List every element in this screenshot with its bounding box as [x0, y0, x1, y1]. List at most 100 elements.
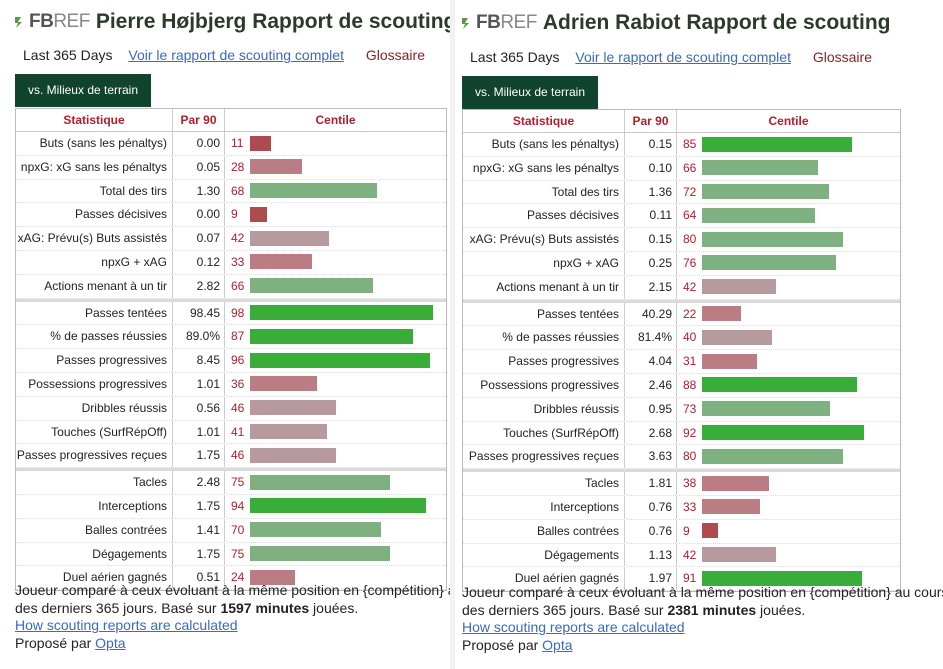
percentile-bar [702, 547, 776, 563]
stat-name[interactable]: Duel aérien gagnés [463, 567, 625, 591]
table-row: Touches (SurfRépOff) 2.68 92 [463, 421, 900, 446]
header-per90[interactable]: Par 90 [173, 109, 225, 131]
header-per90[interactable]: Par 90 [625, 110, 677, 132]
stat-name[interactable]: Buts (sans les pénaltys) [463, 133, 625, 156]
percentile-cell: 66 [225, 275, 446, 298]
stat-name[interactable]: Passes tentées [463, 302, 625, 326]
per90-value: 0.76 [625, 495, 677, 519]
opta-link[interactable]: Opta [542, 636, 573, 653]
stat-name[interactable]: Actions menant à un tir [463, 275, 625, 299]
stat-name[interactable]: Possessions progressives [16, 372, 173, 396]
percentile-bar [702, 377, 857, 393]
stat-name[interactable]: Touches (SurfRépOff) [16, 420, 173, 444]
stat-name[interactable]: Actions menant à un tir [16, 274, 173, 298]
table-row: Passes progressives reçues 1.75 46 [16, 444, 446, 469]
table-header: Statistique Par 90 Centile [16, 109, 446, 132]
stat-name[interactable]: Passes progressives reçues [16, 444, 173, 468]
percentile-bar [702, 207, 815, 223]
stat-name[interactable]: Passes progressives [16, 349, 173, 372]
per90-value: 1.75 [173, 494, 225, 518]
percentile-bar [250, 206, 267, 222]
logo-ref-text: REF [500, 12, 537, 33]
table-row: Tacles 2.48 75 [16, 468, 446, 495]
table-row: % de passes réussies 89.0% 87 [16, 325, 446, 350]
stat-name[interactable]: Tacles [16, 471, 173, 494]
header-stat[interactable]: Statistique [463, 110, 625, 132]
per90-value: 98.45 [173, 301, 225, 325]
table-row: Duel aérien gagnés 1.97 91 [463, 567, 900, 592]
how-calculated-link[interactable]: How scouting reports are calculated [15, 617, 238, 633]
stat-name[interactable]: Dribbles réussis [16, 396, 173, 420]
per90-value: 1.30 [173, 179, 225, 203]
provided-by-label: Proposé par [15, 634, 96, 651]
percentile-value: 88 [683, 377, 697, 392]
header-stat[interactable]: Statistique [16, 109, 173, 131]
percentile-bar [250, 278, 374, 294]
table-row: Dribbles réussis 0.95 73 [463, 397, 900, 422]
stat-name[interactable]: npxG + xAG [463, 251, 625, 275]
stat-name[interactable]: Passes progressives [463, 350, 625, 373]
per90-value: 1.13 [625, 543, 677, 567]
percentile-value: 75 [231, 475, 245, 490]
stat-name[interactable]: npxG + xAG [16, 250, 173, 274]
stat-name[interactable]: npxG: xG sans les pénaltys [463, 156, 625, 180]
stat-name[interactable]: Buts (sans les pénaltys) [16, 132, 173, 155]
percentile-cell: 9 [677, 520, 900, 543]
stat-name[interactable]: Dégagements [16, 542, 173, 566]
percentile-bar [702, 570, 863, 586]
table-row: npxG + xAG 0.25 76 [463, 251, 900, 276]
percentile-value: 28 [231, 159, 245, 174]
stat-name[interactable]: Passes progressives reçues [463, 445, 625, 469]
table-body: Buts (sans les pénaltys) 0.15 85 npxG: xG s… [463, 133, 900, 592]
stat-name[interactable]: npxG: xG sans les pénaltys [16, 155, 173, 179]
stat-name[interactable]: xAG: Prévu(s) Buts assistés [463, 228, 625, 251]
stat-name[interactable]: Possessions progressives [463, 373, 625, 397]
stat-name[interactable]: Touches (SurfRépOff) [463, 421, 625, 445]
per90-value: 4.04 [625, 350, 677, 373]
fbref-logo[interactable]: FB REF [14, 11, 90, 33]
tab-vs-midfielders[interactable]: vs. Milieux de terrain [462, 76, 598, 109]
stat-name[interactable]: Total des tirs [463, 180, 625, 204]
stat-name[interactable]: Passes décisives [16, 203, 173, 227]
how-calculated-link[interactable]: How scouting reports are calculated [462, 619, 685, 635]
percentile-cell: 33 [677, 496, 900, 519]
stat-name[interactable]: Duel aérien gagnés [16, 566, 173, 590]
glossary-link[interactable]: Glossaire [812, 49, 872, 65]
stat-name[interactable]: Dégagements [463, 543, 625, 567]
stat-name[interactable]: % de passes réussies [16, 325, 173, 349]
header-percentile[interactable]: Centile [768, 114, 809, 128]
scouting-table: Statistique Par 90 Centile Buts (sans le… [462, 109, 901, 593]
header-percentile[interactable]: Centile [315, 113, 356, 127]
full-report-link[interactable]: Voir le rapport de scouting complet [128, 47, 344, 63]
percentile-value: 40 [683, 330, 697, 345]
stat-name[interactable]: Interceptions [16, 494, 173, 518]
stat-name[interactable]: Dribbles réussis [463, 397, 625, 421]
percentile-cell: 64 [677, 204, 900, 227]
stat-name[interactable]: xAG: Prévu(s) Buts assistés [16, 227, 173, 250]
table-row: Possessions progressives 1.01 36 [16, 372, 446, 397]
stat-name[interactable]: Balles contrées [16, 518, 173, 542]
percentile-value: 91 [683, 571, 697, 586]
stat-name[interactable]: Total des tirs [16, 179, 173, 203]
stat-name[interactable]: % de passes réussies [463, 326, 625, 350]
percentile-value: 66 [683, 160, 697, 175]
stat-name[interactable]: Interceptions [463, 495, 625, 519]
opta-link[interactable]: Opta [95, 634, 126, 651]
per90-value: 0.15 [625, 228, 677, 251]
tab-vs-midfielders[interactable]: vs. Milieux de terrain [15, 74, 151, 107]
glossary-link[interactable]: Glossaire [365, 47, 425, 63]
fbref-logo[interactable]: FB REF [461, 12, 537, 34]
full-report-link[interactable]: Voir le rapport de scouting complet [575, 49, 791, 65]
provided-by-label: Proposé par [462, 636, 543, 653]
percentile-value: 22 [683, 306, 697, 321]
per90-value: 2.46 [625, 373, 677, 397]
percentile-value: 9 [231, 207, 238, 222]
percentile-value: 94 [231, 498, 245, 513]
stat-name[interactable]: Passes décisives [463, 204, 625, 228]
minutes-played: 2381 minutes [667, 601, 757, 618]
stat-name[interactable]: Balles contrées [463, 519, 625, 543]
table-row: Dribbles réussis 0.56 46 [16, 396, 446, 421]
footnote-line1: Joueur comparé à ceux évoluant à la même… [15, 582, 450, 598]
stat-name[interactable]: Passes tentées [16, 301, 173, 325]
stat-name[interactable]: Tacles [463, 472, 625, 495]
